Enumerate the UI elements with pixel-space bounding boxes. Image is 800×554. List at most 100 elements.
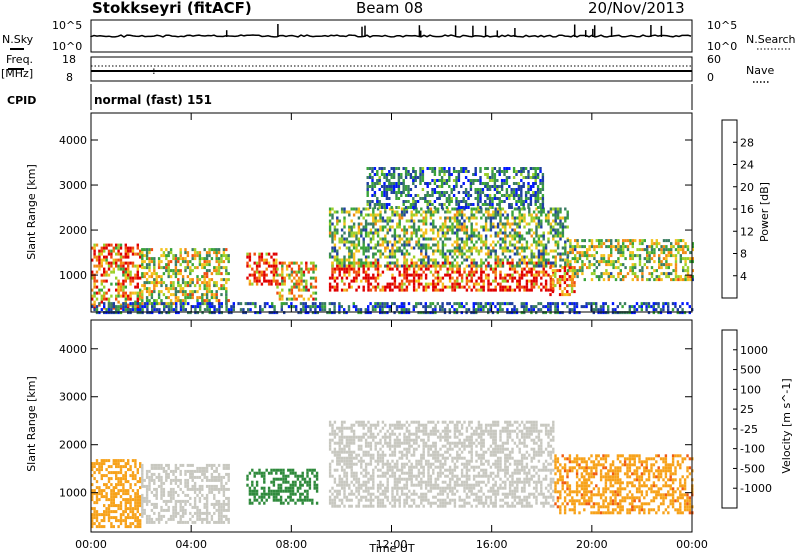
- heatmap-cell: [227, 517, 230, 521]
- heatmap-cell: [492, 270, 495, 274]
- heatmap-cell: [404, 200, 408, 203]
- heatmap-cell: [277, 468, 280, 472]
- heatmap-cell: [641, 242, 644, 246]
- heatmap-cell: [153, 505, 156, 509]
- heatmap-cell: [432, 258, 435, 262]
- heatmap-cell: [395, 197, 398, 200]
- heatmap-cell: [676, 308, 679, 312]
- heatmap-cell: [281, 273, 284, 277]
- heatmap-cell: [374, 219, 377, 223]
- heatmap-cell: [134, 291, 137, 295]
- heatmap-cell: [272, 498, 276, 502]
- heatmap-cell: [103, 495, 106, 499]
- heatmap-cell: [424, 255, 428, 259]
- heatmap-cell: [684, 260, 687, 264]
- heatmap-cell: [505, 167, 509, 170]
- heatmap-cell: [211, 311, 214, 315]
- heatmap-cell: [566, 254, 570, 258]
- heatmap-cell: [205, 296, 209, 300]
- heatmap-cell: [319, 305, 322, 309]
- heatmap-cell: [186, 281, 190, 285]
- heatmap-cell: [499, 273, 502, 277]
- heatmap-cell: [343, 308, 346, 312]
- heatmap-cell: [100, 273, 103, 277]
- heatmap-cell: [539, 179, 542, 182]
- heatmap-cell: [282, 474, 285, 478]
- heatmap-cell: [360, 234, 363, 238]
- heatmap-cell: [440, 206, 444, 209]
- heatmap-cell: [658, 260, 661, 264]
- heatmap-cell: [453, 302, 456, 306]
- heatmap-cell: [189, 281, 192, 285]
- heatmap-cell: [489, 249, 493, 253]
- heatmap-cell: [364, 279, 368, 283]
- heatmap-cell: [270, 279, 273, 283]
- heatmap-cell: [541, 194, 545, 197]
- heatmap-cell: [95, 492, 99, 496]
- heatmap-cell: [595, 260, 598, 264]
- heatmap-cell: [494, 285, 497, 289]
- heatmap-cell: [143, 302, 147, 306]
- heatmap-cell: [441, 308, 444, 312]
- heatmap-cell: [205, 263, 209, 267]
- heatmap-cell: [499, 231, 502, 235]
- heatmap-cell: [129, 276, 132, 280]
- heatmap-cell: [465, 255, 469, 259]
- cpid-label: CPID: [7, 94, 36, 107]
- heatmap-cell: [391, 261, 394, 265]
- heatmap-cell: [662, 251, 666, 255]
- heatmap-cell: [686, 245, 690, 249]
- heatmap-cell: [403, 305, 406, 309]
- heatmap-cell: [539, 191, 542, 194]
- heatmap-cell: [199, 305, 202, 309]
- heatmap-cell: [667, 311, 670, 315]
- heatmap-cell: [472, 243, 476, 247]
- heatmap-cell: [362, 285, 365, 289]
- heatmap-cell: [129, 510, 132, 514]
- heatmap-cell: [398, 288, 401, 292]
- heatmap-cell: [434, 264, 437, 268]
- heatmap-cell: [563, 281, 567, 285]
- heatmap-cell: [476, 191, 480, 194]
- heatmap-cell: [574, 248, 577, 252]
- heatmap-cell: [359, 308, 363, 312]
- heatmap-cell: [362, 243, 365, 247]
- heatmap-cell: [388, 207, 392, 211]
- heatmap-cell: [196, 281, 199, 285]
- heatmap-cell: [386, 240, 389, 244]
- heatmap-cell: [272, 270, 276, 274]
- heatmap-cell: [653, 242, 656, 246]
- heatmap-cell: [558, 281, 562, 285]
- heatmap-cell: [662, 305, 665, 309]
- heatmap-cell: [433, 188, 437, 191]
- y-tick-label: 3000: [59, 179, 87, 192]
- heatmap-cell: [172, 269, 175, 273]
- heatmap-cell: [400, 302, 403, 306]
- heatmap-cell: [428, 194, 432, 197]
- heatmap-cell: [169, 490, 173, 494]
- heatmap-cell: [343, 311, 346, 315]
- heatmap-cell: [340, 288, 344, 292]
- heatmap-cell: [110, 270, 113, 274]
- heatmap-cell: [474, 179, 477, 182]
- heatmap-cell: [213, 493, 216, 497]
- heatmap-cell: [384, 249, 387, 253]
- heatmap-cell: [441, 243, 445, 247]
- heatmap-cell: [331, 213, 334, 217]
- heatmap-cell: [143, 484, 146, 488]
- heatmap-cell: [573, 311, 576, 315]
- heatmap-cell: [127, 507, 130, 511]
- heatmap-cell: [155, 302, 159, 306]
- heatmap-cell: [536, 167, 540, 170]
- heatmap-cell: [255, 279, 259, 283]
- heatmap-cell: [162, 272, 166, 276]
- heatmap-cell: [624, 257, 627, 261]
- heatmap-cell: [117, 525, 120, 529]
- heatmap-cell: [105, 270, 108, 274]
- heatmap-cell: [160, 299, 163, 303]
- heatmap-cell: [162, 469, 166, 473]
- heatmap-cell: [407, 194, 410, 197]
- heatmap-cell: [536, 176, 540, 179]
- heatmap-cell: [492, 246, 495, 250]
- heatmap-cell: [424, 222, 428, 226]
